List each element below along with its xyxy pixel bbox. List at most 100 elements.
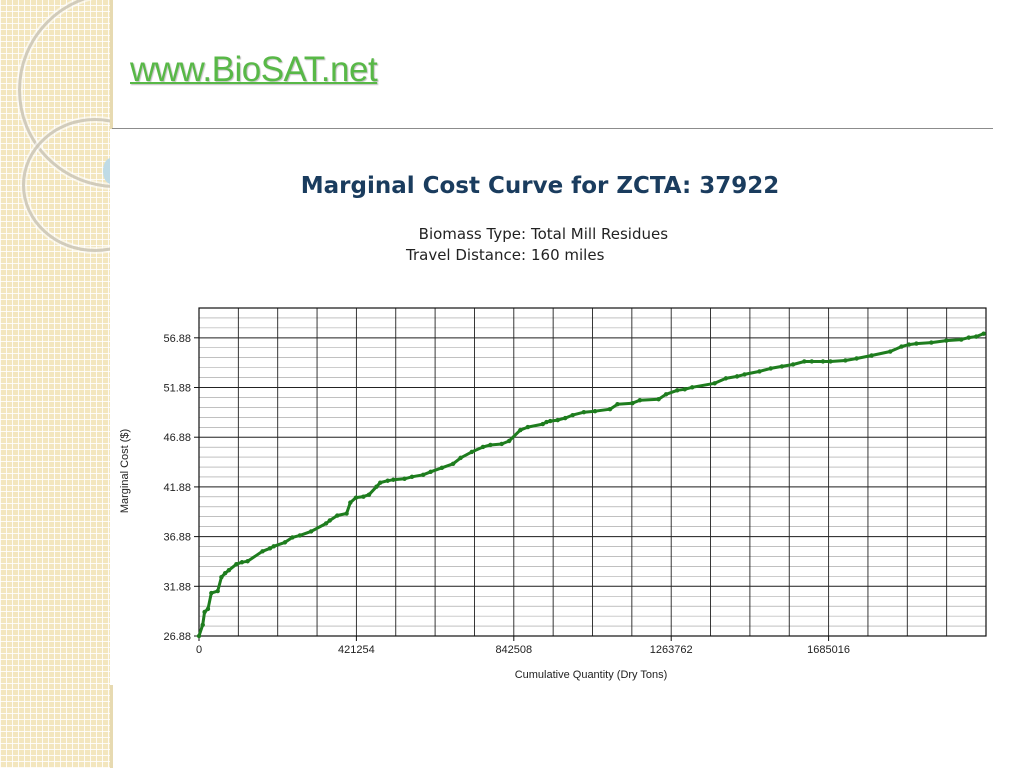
plot-frame	[198, 307, 987, 637]
x-tick-label: 1685016	[807, 644, 850, 656]
data-point	[663, 392, 669, 397]
data-point	[200, 622, 205, 628]
data-point	[544, 419, 549, 425]
data-point	[869, 353, 874, 358]
data-point	[802, 359, 807, 364]
data-point	[820, 359, 826, 364]
y-tick-label: 26.88	[163, 631, 191, 643]
data-point	[768, 366, 773, 371]
data-point	[682, 387, 687, 392]
data-point	[828, 359, 833, 364]
data-point	[914, 341, 919, 346]
data-point	[222, 570, 228, 576]
data-point	[899, 344, 904, 349]
data-point	[944, 338, 949, 343]
data-point	[607, 406, 613, 412]
header-divider	[112, 128, 993, 129]
data-point	[488, 442, 493, 448]
site-link[interactable]: www.BioSAT.net	[130, 50, 378, 89]
data-point	[290, 535, 295, 540]
x-tick-label: 421254	[338, 644, 375, 656]
y-axis-label: Marginal Cost ($)	[119, 429, 131, 513]
data-point	[245, 559, 250, 564]
chart-panel: Marginal Cost Curve for ZCTA: 37922 Biom…	[110, 129, 994, 685]
data-point	[344, 511, 349, 516]
data-point	[981, 331, 986, 336]
marginal-cost-chart: Marginal Cost Curve for ZCTA: 37922 Biom…	[119, 173, 987, 681]
data-point	[959, 337, 964, 342]
data-point	[854, 356, 859, 361]
data-point	[323, 521, 329, 526]
data-point	[548, 418, 553, 424]
data-point	[843, 358, 848, 363]
chart-title: Marginal Cost Curve for ZCTA: 37922	[301, 173, 780, 199]
data-point	[260, 549, 265, 554]
x-tick-label: 0	[196, 644, 202, 656]
data-point	[420, 472, 426, 477]
data-point	[308, 529, 314, 534]
decorative-side-panel	[0, 0, 112, 768]
y-tick-label: 36.88	[163, 532, 191, 544]
data-point	[929, 340, 934, 345]
data-point	[353, 495, 359, 500]
data-point	[239, 560, 245, 565]
data-point	[712, 381, 717, 386]
y-tick-label: 56.88	[163, 333, 191, 345]
data-point	[555, 417, 560, 423]
data-point	[282, 540, 288, 545]
data-point	[656, 397, 661, 402]
data-point	[297, 533, 303, 538]
data-point	[723, 376, 729, 381]
data-point	[790, 362, 796, 367]
data-point	[779, 364, 785, 369]
data-point	[226, 568, 232, 573]
data-point	[209, 590, 214, 596]
data-point	[592, 408, 598, 414]
data-point	[391, 477, 396, 482]
data-point	[742, 372, 747, 377]
subtitle-distance-label: Travel Distance:	[405, 246, 526, 264]
data-point	[966, 335, 971, 340]
data-point	[234, 562, 239, 567]
data-point	[906, 342, 912, 347]
subtitle-distance-value: 160 miles	[531, 246, 605, 264]
data-point	[690, 385, 695, 390]
data-point	[469, 449, 474, 455]
data-point	[267, 546, 273, 551]
chart-gridlines	[199, 308, 986, 637]
subtitle-biomass-label: Biomass Type:	[419, 225, 526, 243]
data-point	[973, 334, 979, 339]
data-point	[637, 398, 643, 403]
data-point	[219, 574, 224, 580]
data-point	[271, 544, 276, 549]
y-tick-label: 31.88	[163, 581, 191, 593]
data-point	[734, 374, 740, 379]
data-point	[506, 438, 512, 444]
data-point	[215, 588, 220, 594]
data-point	[570, 412, 575, 418]
chart-series	[196, 331, 986, 639]
data-point	[374, 484, 379, 489]
data-point	[196, 633, 202, 639]
y-tick-label: 51.88	[163, 383, 191, 395]
data-point	[458, 455, 463, 461]
data-point	[525, 424, 531, 430]
data-point	[409, 474, 415, 479]
chart-axes: 26.88 31.88 36.88 41.88 46.88 51.88 56.88 0 4212…	[163, 307, 987, 656]
subtitle-biomass-value: Total Mill Residues	[530, 225, 668, 243]
x-axis-label: Cumulative Quantity (Dry Tons)	[515, 669, 668, 681]
x-tick-label: 842508	[495, 644, 532, 656]
data-point	[205, 606, 211, 612]
y-tick-label: 41.88	[163, 482, 191, 494]
data-point	[480, 444, 486, 450]
data-point	[439, 465, 445, 471]
data-point	[540, 421, 545, 427]
data-point	[378, 480, 383, 485]
data-point	[757, 369, 762, 374]
data-point	[581, 409, 587, 415]
y-tick-label: 46.88	[163, 432, 191, 444]
data-point	[385, 478, 390, 483]
data-point	[888, 349, 893, 354]
data-point	[361, 494, 366, 499]
data-point	[499, 441, 504, 447]
